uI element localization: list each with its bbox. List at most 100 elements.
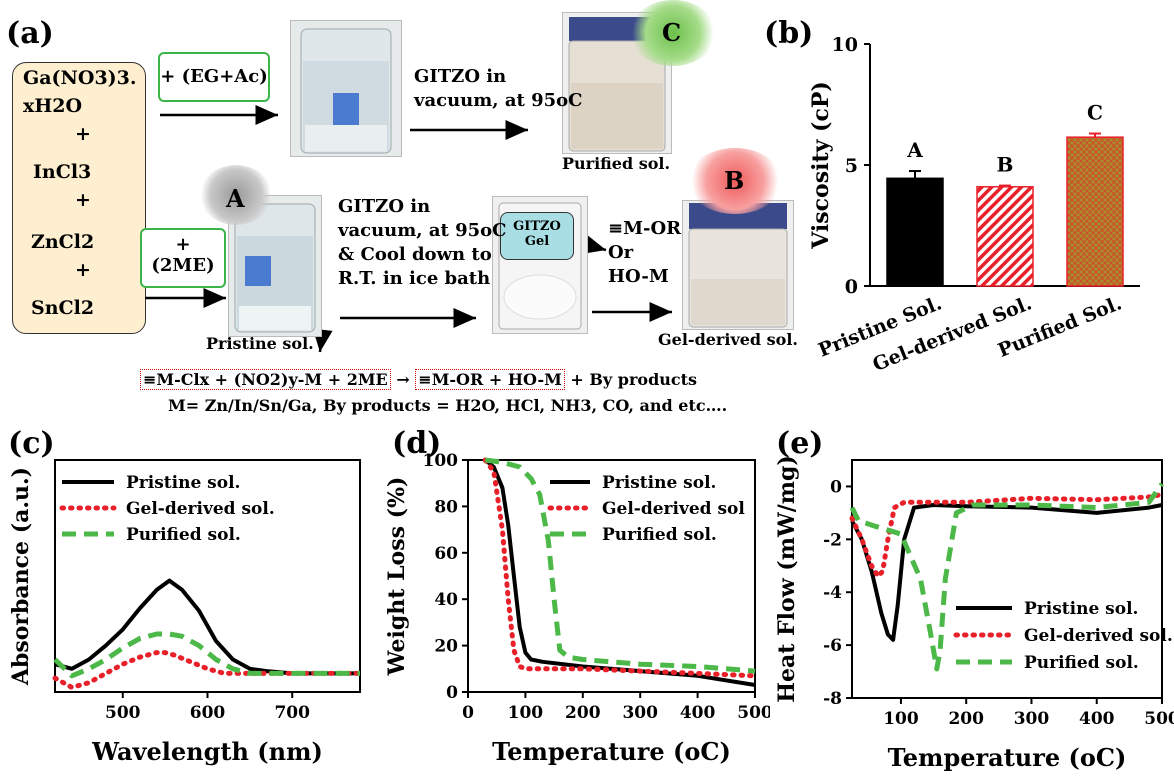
y-tick-label: -2 — [823, 530, 842, 550]
x-tick-label: 300 — [622, 703, 658, 723]
marker-a-label: A — [226, 184, 245, 213]
additive-top-box: + (EG+Ac) — [158, 52, 270, 102]
legend-label: Purified sol. — [126, 525, 241, 545]
equation-right: ≡M-OR + HO-M — [415, 369, 565, 390]
y-tick-label: -4 — [823, 583, 842, 603]
legend-label: Purified sol. — [602, 525, 717, 545]
series-line — [484, 457, 756, 674]
panel-e-label: (e) — [776, 426, 824, 461]
x-tick-label: 500 — [737, 703, 770, 723]
x-tick-label: 200 — [565, 703, 601, 723]
y-tick-label: 0 — [446, 683, 458, 703]
equation-left: ≡M-Clx + (NO2)y-M + 2ME — [140, 369, 391, 390]
legend-label: Gel-derived sol. — [1024, 626, 1173, 646]
vial-photo-gel-derived — [682, 200, 794, 330]
x-tick-label: 100 — [883, 709, 919, 729]
bar — [886, 177, 944, 287]
marker-c-label: C — [662, 18, 682, 47]
panel-c-label: (c) — [8, 426, 55, 461]
reagent-sn: SnCl2 — [31, 297, 95, 319]
reagent-ga: Ga(NO3)3. — [23, 67, 137, 89]
x-tick-label: 400 — [680, 703, 716, 723]
y-tick-label: -8 — [823, 689, 842, 709]
legend-label: Purified sol. — [1024, 653, 1139, 673]
marker-c-glow — [630, 0, 716, 66]
x-tick-label: 600 — [190, 703, 226, 723]
equation-note: M= Zn/In/Sn/Ga, By products = H2O, HCl, … — [168, 396, 728, 415]
reagent-plus: + — [75, 189, 91, 211]
reagent-box: Ga(NO3)3. xH2O + InCl3 + ZnCl2 + SnCl2 — [12, 62, 146, 334]
gel-label-2: Gel — [524, 234, 550, 249]
marker-b-glow — [688, 148, 782, 214]
series-line — [53, 631, 360, 679]
absorbance-chart: 500 600 700 Pristine sol. Gel-derived sol. Pu… — [8, 459, 363, 766]
plot-frame — [467, 459, 756, 693]
gel-product-1: ≡M-OR — [608, 218, 682, 239]
y-tick-label: 0 — [845, 276, 858, 298]
legend-label: Gel-derived sol — [602, 499, 745, 519]
additive-2me: (2ME) — [151, 255, 215, 276]
series-line — [849, 491, 1165, 579]
equation-tail: + By products — [570, 370, 698, 389]
additive-bottom-box: + (2ME) — [140, 228, 226, 288]
x-axis-title: Temperature (oC) — [888, 743, 1127, 772]
caption-purified: Purified sol. — [562, 154, 671, 173]
y-tick-label: 5 — [845, 155, 858, 177]
x-axis-title: Wavelength (nm) — [91, 737, 323, 766]
heat-flow-chart: 100 200 300 400 500 0 -2 -4 -6 -8 Pristine sol. Gel… — [774, 455, 1174, 772]
x-tick-label: 300 — [1014, 709, 1050, 729]
x-axis-title: Temperature (oC) — [492, 737, 731, 766]
legend-label: Gel-derived sol. — [126, 499, 275, 519]
step-bottom-2: vacuum, at 95oC — [338, 220, 507, 241]
reagent-water: xH2O — [23, 95, 83, 117]
panel-a-label: (a) — [6, 16, 54, 51]
bar-label: B — [997, 153, 1014, 177]
plot-frame — [54, 459, 361, 693]
y-tick-label: 60 — [434, 544, 458, 564]
series-line — [52, 650, 363, 690]
y-tick-label: 10 — [832, 34, 858, 56]
caption-pristine: Pristine sol. — [206, 334, 314, 353]
marker-b-label: B — [724, 166, 745, 195]
x-tick-label: 0 — [462, 703, 474, 723]
x-tick-label: 500 — [105, 703, 141, 723]
y-axis-title: Absorbance (a.u.) — [8, 467, 34, 686]
equation-arrow: → — [396, 370, 410, 389]
y-tick-label: 100 — [423, 451, 459, 471]
x-tick-label: 100 — [508, 703, 544, 723]
legend-label: Pristine sol. — [602, 473, 716, 493]
vial-photo-pristine — [228, 195, 322, 337]
additive-plus: + — [175, 234, 191, 255]
reagent-plus: + — [75, 123, 91, 145]
caption-gel-derived: Gel-derived sol. — [658, 330, 798, 349]
panel-d-label: (d) — [392, 426, 442, 461]
equation-line: ≡M-Clx + (NO2)y-M + 2ME → ≡M-OR + HO-M +… — [140, 369, 698, 390]
legend-label: Pristine sol. — [1024, 599, 1138, 619]
gel-product-2: Or — [608, 242, 634, 263]
step-top-1: GITZO in — [414, 66, 507, 87]
bar — [976, 186, 1034, 287]
step-top-2: vacuum, at 95oC — [414, 90, 583, 111]
bar — [1066, 136, 1124, 287]
gel-label-box: GITZO Gel — [500, 212, 574, 260]
panel-b-label: (b) — [764, 16, 814, 51]
series-line — [483, 458, 756, 687]
vial-photo-top — [290, 20, 402, 157]
x-tick-label: 400 — [1079, 709, 1115, 729]
plot-frame — [851, 459, 1163, 699]
y-tick-label: 40 — [434, 590, 458, 610]
weight-loss-chart: 0 100 200 300 400 500 0 20 40 60 80 100 Pristine sol… — [384, 451, 770, 766]
step-bottom-1: GITZO in — [338, 196, 431, 217]
bar-label: A — [906, 138, 923, 162]
y-tick-label: 80 — [434, 497, 458, 517]
reagent-plus: + — [75, 259, 91, 281]
bar-label: C — [1087, 101, 1103, 125]
y-tick-label: 20 — [434, 637, 458, 657]
reagent-zn: ZnCl2 — [31, 231, 95, 253]
x-tick-label: 700 — [274, 703, 310, 723]
marker-a-glow — [200, 165, 272, 225]
step-bottom-4: R.T. in ice bath — [338, 268, 491, 289]
reagent-in: InCl3 — [33, 161, 92, 183]
y-axis-title: Viscosity (cP) — [808, 81, 834, 250]
